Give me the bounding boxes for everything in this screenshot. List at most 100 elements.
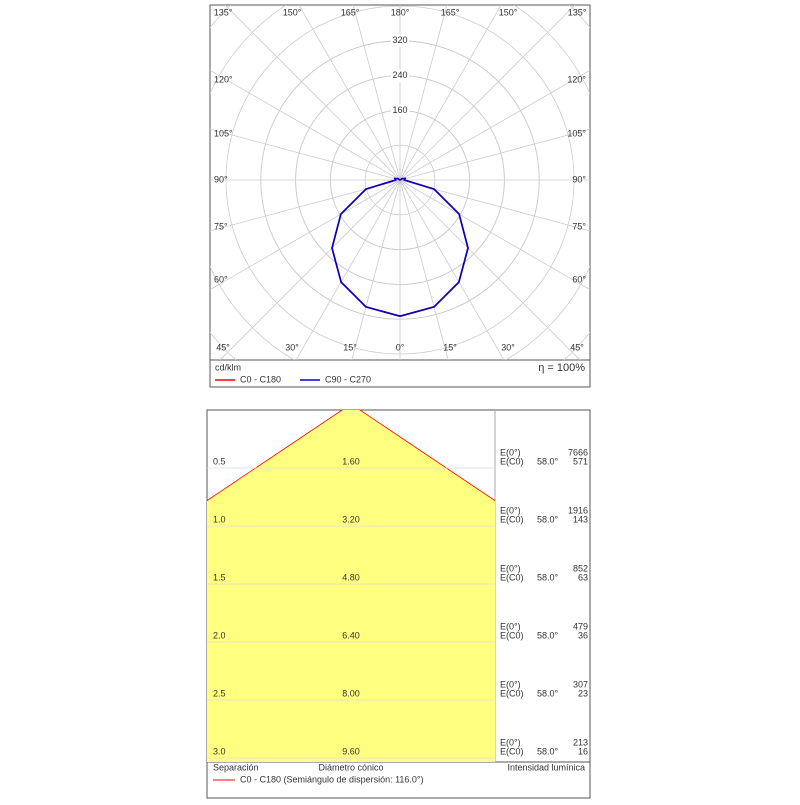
- ec0-label: E(C0): [500, 572, 524, 582]
- diameter-label: 3.20: [342, 514, 360, 524]
- e0-label: E(0°): [500, 447, 521, 457]
- e0-label: E(0°): [500, 563, 521, 573]
- angle-label: 135°: [214, 7, 233, 17]
- ring-grid-line: [364, 144, 436, 216]
- diameter-label: 9.60: [342, 746, 360, 756]
- angle-label: 58.0°: [537, 572, 559, 582]
- e0-value: 307: [573, 679, 588, 689]
- angle-label: 0°: [396, 342, 405, 352]
- radial-grid-line: [295, 179, 401, 360]
- distance-label: 2.5: [213, 688, 226, 698]
- e0-label: E(0°): [500, 621, 521, 631]
- r-tick-label: 240: [392, 70, 407, 80]
- angle-label: 30°: [285, 342, 299, 352]
- radial-grid-line: [399, 128, 590, 181]
- angle-label: 150°: [283, 7, 302, 17]
- radial-grid-line: [399, 179, 581, 360]
- angle-label: 60°: [214, 274, 228, 284]
- angle-label: 75°: [214, 221, 228, 231]
- distance-label: 3.0: [213, 746, 226, 756]
- distance-label: 1.5: [213, 572, 226, 582]
- angle-label: 45°: [570, 342, 584, 352]
- e0-label: E(0°): [500, 679, 521, 689]
- angle-label: 180°: [391, 7, 410, 17]
- angle-label: 105°: [567, 128, 586, 138]
- distance-label: 1.0: [213, 514, 226, 524]
- footer-label: Diámetro cónico: [318, 762, 383, 772]
- angle-label: 150°: [499, 7, 518, 17]
- e0-value: 852: [573, 563, 588, 573]
- cone-area: [207, 410, 495, 762]
- e0-value: 7666: [568, 447, 588, 457]
- legend-label: C90 - C270: [325, 374, 371, 384]
- angle-label: 135°: [568, 7, 587, 17]
- legend-label: C0 - C180 (Semiángulo de dispersión: 116…: [240, 774, 424, 784]
- intensity-curve: [331, 177, 401, 317]
- diameter-label: 1.60: [342, 456, 360, 466]
- radial-grid-line: [399, 5, 576, 181]
- ec0-value: 36: [578, 630, 588, 640]
- radial-grid-line: [399, 179, 449, 360]
- e0-label: E(0°): [500, 505, 521, 515]
- radial-grid-line: [352, 5, 401, 181]
- legend-label: C0 - C180: [240, 374, 281, 384]
- ec0-label: E(C0): [500, 514, 524, 524]
- ec0-value: 63: [578, 572, 588, 582]
- radial-grid-line: [399, 69, 590, 181]
- angle-label: 15°: [443, 342, 457, 352]
- radial-grid-line: [210, 128, 401, 181]
- intensity-curve: [399, 177, 469, 317]
- tick-bg: [391, 34, 409, 47]
- ec0-label: E(C0): [500, 688, 524, 698]
- angle-label: 58.0°: [537, 630, 559, 640]
- angle-label: 45°: [216, 342, 230, 352]
- radial-grid-line: [210, 179, 401, 232]
- radial-grid-line: [210, 69, 401, 181]
- distance-label: 2.0: [213, 630, 226, 640]
- ec0-label: E(C0): [500, 456, 524, 466]
- angle-label: 120°: [214, 74, 233, 84]
- radial-grid-line: [351, 179, 401, 360]
- radial-grid-line: [399, 179, 505, 360]
- tick-bg: [391, 69, 409, 82]
- angle-label: 60°: [572, 274, 586, 284]
- angle-label: 120°: [567, 74, 586, 84]
- footer-label: Separación: [213, 762, 259, 772]
- r-tick-label: 160: [392, 105, 407, 115]
- radial-grid-line: [298, 5, 401, 181]
- angle-label: 58.0°: [537, 456, 559, 466]
- ec0-label: E(C0): [500, 746, 524, 756]
- angle-label: 58.0°: [537, 746, 559, 756]
- polar-plot: 160 240 320: [210, 5, 590, 360]
- e0-value: 479: [573, 621, 588, 631]
- diameter-label: 8.00: [342, 688, 360, 698]
- angle-label: 58.0°: [537, 514, 559, 524]
- angle-label: 58.0°: [537, 688, 559, 698]
- angle-label: 75°: [572, 221, 586, 231]
- radial-grid-line: [399, 5, 448, 181]
- ec0-label: E(C0): [500, 630, 524, 640]
- angle-label: 105°: [214, 128, 233, 138]
- radial-grid-line: [224, 5, 401, 181]
- angle-label: 90°: [572, 174, 586, 184]
- footer-label: Intensidad lumínica: [507, 762, 585, 772]
- ec0-value: 16: [578, 746, 588, 756]
- radial-grid-line: [219, 179, 401, 360]
- efficiency-label: η = 100%: [538, 362, 585, 374]
- angle-label: 30°: [501, 342, 515, 352]
- ec0-value: 143: [573, 514, 588, 524]
- angle-label: 15°: [343, 342, 357, 352]
- angle-label: 165°: [341, 7, 360, 17]
- radial-grid-line: [399, 5, 502, 181]
- e0-value: 1916: [568, 505, 588, 515]
- ec0-value: 23: [578, 688, 588, 698]
- ring-grid-line: [225, 5, 575, 355]
- cone-plot: [207, 410, 495, 762]
- e0-label: E(0°): [500, 737, 521, 747]
- tick-bg: [391, 104, 409, 117]
- e0-value: 213: [573, 737, 588, 747]
- distance-label: 0.5: [213, 456, 226, 466]
- ec0-value: 571: [573, 456, 588, 466]
